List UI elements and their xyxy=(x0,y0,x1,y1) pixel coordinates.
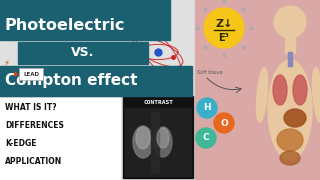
Text: Z↓: Z↓ xyxy=(215,19,233,29)
Bar xyxy=(285,37,295,53)
Ellipse shape xyxy=(312,68,320,122)
Text: APPLICATION: APPLICATION xyxy=(5,158,62,166)
Bar xyxy=(123,96,193,178)
Ellipse shape xyxy=(268,60,312,160)
Ellipse shape xyxy=(157,128,169,148)
Text: E³: E³ xyxy=(219,33,229,43)
Text: ▲: ▲ xyxy=(13,70,19,76)
Ellipse shape xyxy=(293,75,307,105)
Bar xyxy=(195,0,320,180)
Text: K-EDGE: K-EDGE xyxy=(5,140,36,148)
Ellipse shape xyxy=(154,127,172,157)
Ellipse shape xyxy=(284,109,306,127)
FancyBboxPatch shape xyxy=(19,68,43,80)
Ellipse shape xyxy=(273,75,287,105)
Ellipse shape xyxy=(136,127,150,149)
Text: C: C xyxy=(203,134,209,143)
Bar xyxy=(288,52,292,66)
Text: ⚡: ⚡ xyxy=(3,58,9,68)
Text: DIFFERENCES: DIFFERENCES xyxy=(5,122,64,130)
Text: H: H xyxy=(203,103,211,112)
Bar xyxy=(18,42,148,64)
Text: WHAT IS IT?: WHAT IS IT? xyxy=(5,103,57,112)
Ellipse shape xyxy=(277,129,303,151)
Text: VS.: VS. xyxy=(71,46,95,60)
Text: O: O xyxy=(220,118,228,127)
Bar xyxy=(0,98,120,180)
Text: Photoelectric: Photoelectric xyxy=(5,19,125,33)
Ellipse shape xyxy=(133,126,153,158)
Bar xyxy=(125,108,191,176)
Circle shape xyxy=(274,6,306,38)
Ellipse shape xyxy=(256,68,268,122)
Circle shape xyxy=(196,128,216,148)
Bar xyxy=(151,112,159,172)
Text: Compton effect: Compton effect xyxy=(5,73,138,89)
Bar xyxy=(0,0,170,40)
Circle shape xyxy=(214,113,234,133)
Bar xyxy=(0,66,192,96)
Ellipse shape xyxy=(280,151,300,165)
Text: CONTRAST: CONTRAST xyxy=(143,100,173,105)
Bar xyxy=(0,0,195,180)
Circle shape xyxy=(197,98,217,118)
Circle shape xyxy=(204,8,244,48)
Text: LEAD: LEAD xyxy=(23,71,39,76)
Text: Soft tissue: Soft tissue xyxy=(197,71,223,75)
